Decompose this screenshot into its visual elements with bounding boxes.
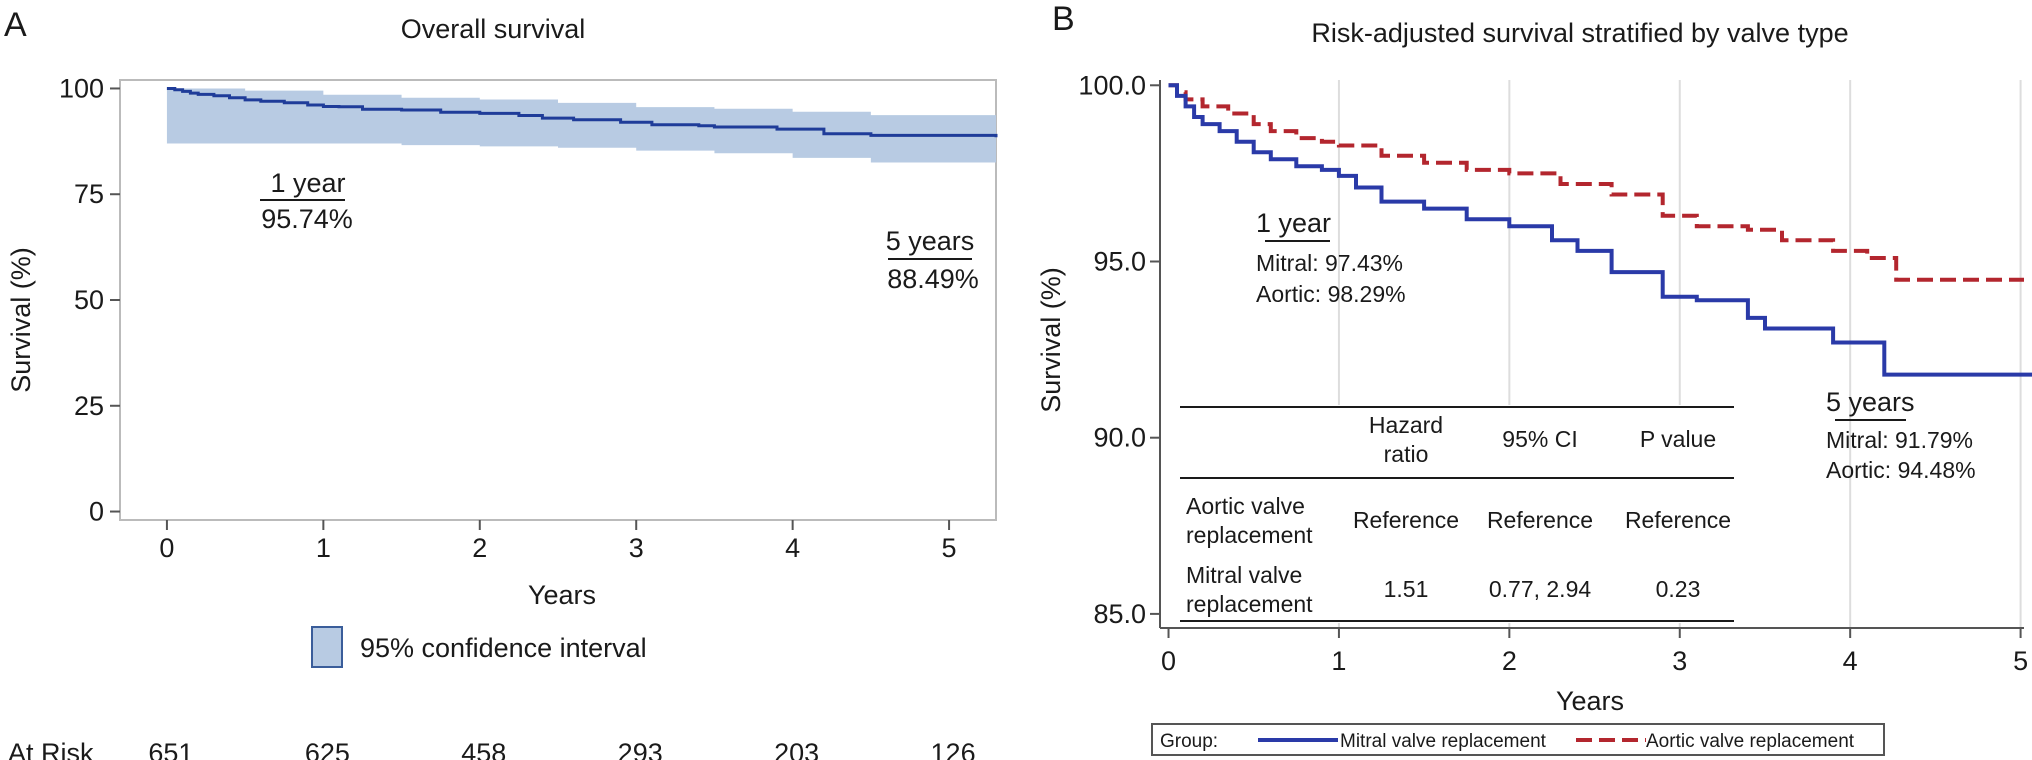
y-tick-label: 100.0 bbox=[1078, 70, 1146, 100]
y-tick-label: 50 bbox=[74, 285, 104, 315]
x-tick-label: 5 bbox=[2013, 646, 2028, 676]
mitral-valve-survival-line bbox=[1168, 83, 2032, 377]
x-tick-label: 1 bbox=[1331, 646, 1346, 676]
panel-b-y-axis: 85.0 90.0 95.0 100.0 bbox=[1078, 70, 1160, 629]
legend-ci-swatch bbox=[311, 626, 343, 668]
panel-a-x-axis: 0 1 2 3 4 5 bbox=[159, 520, 957, 563]
annotation-1-year-value: 95.74% bbox=[261, 204, 353, 234]
at-risk-value: 458 bbox=[461, 738, 506, 760]
x-tick-label: 4 bbox=[785, 533, 800, 563]
x-tick-label: 1 bbox=[316, 533, 331, 563]
panel-b-title: Risk-adjusted survival stratified by val… bbox=[1311, 18, 1848, 48]
hazard-table-cells: Hazard ratio 95% CI P value Aortic valve repl… bbox=[1186, 412, 1731, 617]
at-risk-label: At Risk bbox=[8, 738, 94, 760]
table-cell: Aortic valve replacement bbox=[1186, 493, 1313, 548]
at-risk-row: 651 625 458 293 203 126 bbox=[148, 738, 975, 760]
panel-a-title: Overall survival bbox=[401, 14, 586, 44]
hazard-table-background bbox=[1178, 405, 1736, 623]
x-tick-label: 0 bbox=[159, 533, 174, 563]
annotation-b-1-year-aortic: Aortic: 98.29% bbox=[1256, 281, 1406, 307]
at-risk-value: 203 bbox=[774, 738, 819, 760]
hazard-table: Hazard ratio 95% CI P value Aortic valve repl… bbox=[1178, 405, 1736, 623]
aortic-valve-survival-line bbox=[1168, 83, 2024, 282]
x-tick-label: 3 bbox=[629, 533, 644, 563]
legend-ci-label: 95% confidence interval bbox=[360, 633, 647, 663]
y-tick-label: 85.0 bbox=[1093, 599, 1146, 629]
table-cell: Reference bbox=[1487, 507, 1593, 533]
y-tick-label: 25 bbox=[74, 391, 104, 421]
legend-mitral-label: Mitral valve replacement bbox=[1340, 731, 1547, 752]
table-cell: 0.23 bbox=[1656, 576, 1701, 602]
annotation-b-1-year-title: 1 year bbox=[1256, 208, 1331, 238]
table-cell: Reference bbox=[1625, 507, 1731, 533]
table-cell: 1.51 bbox=[1384, 576, 1429, 602]
x-tick-label: 3 bbox=[1672, 646, 1687, 676]
x-tick-label: 2 bbox=[1502, 646, 1517, 676]
x-tick-label: 0 bbox=[1161, 646, 1176, 676]
at-risk-value: 651 bbox=[148, 738, 193, 760]
x-tick-label: 2 bbox=[472, 533, 487, 563]
panel-a-label: A bbox=[4, 6, 27, 44]
annotation-5-year-title: 5 years bbox=[886, 226, 975, 256]
annotation-b-5-year-aortic: Aortic: 94.48% bbox=[1826, 457, 1976, 483]
at-risk-value: 126 bbox=[931, 738, 976, 760]
legend-aortic-label: Aortic valve replacement bbox=[1646, 731, 1855, 752]
panel-a-y-axis-title: Survival (%) bbox=[6, 247, 36, 393]
panel-a-y-axis: 0 25 50 75 100 bbox=[59, 73, 120, 527]
at-risk-value: 293 bbox=[618, 738, 663, 760]
legend-group-label: Group: bbox=[1160, 731, 1218, 752]
table-cell: Reference bbox=[1353, 507, 1459, 533]
annotation-5-year-value: 88.49% bbox=[887, 264, 979, 294]
x-tick-label: 5 bbox=[942, 533, 957, 563]
panel-b-x-axis-title: Years bbox=[1556, 686, 1624, 716]
annotation-b-5-year-title: 5 years bbox=[1826, 387, 1915, 417]
confidence-band bbox=[166, 88, 996, 163]
panel-b-x-axis: 0 1 2 3 4 5 bbox=[1161, 628, 2028, 676]
table-cell: Hazard ratio bbox=[1369, 412, 1443, 467]
table-cell: Mitral valve replacement bbox=[1186, 562, 1313, 617]
panel-b-label: B bbox=[1052, 0, 1075, 38]
y-tick-label: 0 bbox=[89, 497, 104, 527]
y-tick-label: 75 bbox=[74, 179, 104, 209]
annotation-b-1-year-mitral: Mitral: 97.43% bbox=[1256, 250, 1403, 276]
y-tick-label: 90.0 bbox=[1093, 423, 1146, 453]
overall-survival-line bbox=[166, 87, 998, 138]
y-tick-label: 100 bbox=[59, 73, 104, 103]
y-tick-label: 95.0 bbox=[1093, 246, 1146, 276]
panel-b-legend: Group: Mitral valve replacement Aortic v… bbox=[1151, 723, 1885, 756]
table-cell: 95% CI bbox=[1502, 426, 1577, 452]
panel-a-x-axis-title: Years bbox=[528, 580, 596, 610]
annotation-1-year-title: 1 year bbox=[270, 168, 345, 198]
x-tick-label: 4 bbox=[1843, 646, 1858, 676]
panel-b-y-axis-title: Survival (%) bbox=[1036, 267, 1066, 413]
at-risk-value: 625 bbox=[305, 738, 350, 760]
table-cell: P value bbox=[1640, 426, 1716, 452]
table-cell: 0.77, 2.94 bbox=[1489, 576, 1592, 602]
annotation-b-5-year-mitral: Mitral: 91.79% bbox=[1826, 427, 1973, 453]
